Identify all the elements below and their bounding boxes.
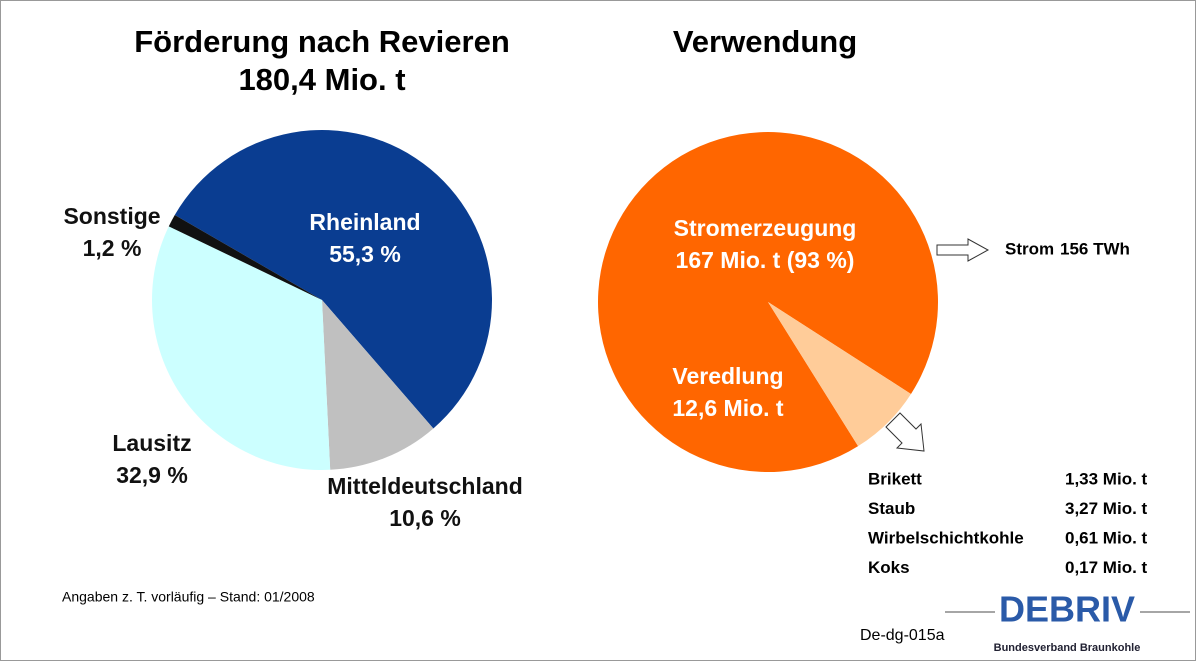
logo-name: DEBRIV [999, 589, 1135, 630]
slice-value-label: 10,6 % [389, 505, 461, 531]
slice-label: Mitteldeutschland [327, 473, 523, 499]
footnote: Angaben z. T. vorläufig – Stand: 01/2008 [62, 589, 315, 605]
slide-code: De-dg-015a [860, 627, 945, 644]
breakdown-name: Staub [868, 499, 915, 518]
arrow [936, 238, 990, 262]
slice-value-label: 55,3 % [329, 241, 401, 267]
slice-value-label: 12,6 Mio. t [672, 395, 784, 421]
slice-label: Lausitz [112, 430, 191, 456]
breakdown-name: Brikett [868, 469, 922, 488]
slice-label: Veredlung [672, 363, 783, 389]
breakdown-value: 1,33 Mio. t [1065, 469, 1148, 488]
pie-slice [768, 302, 911, 447]
slice-value-label: 1,2 % [83, 235, 142, 261]
slice-label: Stromerzeugung [674, 215, 857, 241]
chart-subtitle: 180,4 Mio. t [238, 62, 405, 97]
pie-slice [322, 300, 434, 470]
breakdown-value: 0,61 Mio. t [1065, 528, 1148, 547]
slice-label: Sonstige [63, 203, 160, 229]
breakdown-value: 3,27 Mio. t [1065, 499, 1148, 518]
pie-slice [151, 226, 331, 470]
slice-label: Rheinland [309, 209, 420, 235]
slice-value-label: 32,9 % [116, 462, 188, 488]
chart-title: Förderung nach Revieren [134, 24, 510, 59]
pie-slice [168, 215, 322, 300]
pie-slice [174, 130, 492, 429]
breakdown-value: 0,17 Mio. t [1065, 558, 1148, 577]
logo-tagline: Bundesverband Braunkohle [994, 642, 1141, 654]
arrow [885, 412, 925, 452]
strom-label: Strom [1005, 239, 1054, 258]
strom-value: 156 TWh [1060, 239, 1130, 258]
chart-title: Verwendung [673, 24, 857, 59]
breakdown-name: Koks [868, 558, 910, 577]
slice-value-label: 167 Mio. t (93 %) [676, 247, 855, 273]
breakdown-name: Wirbelschichtkohle [868, 528, 1024, 547]
